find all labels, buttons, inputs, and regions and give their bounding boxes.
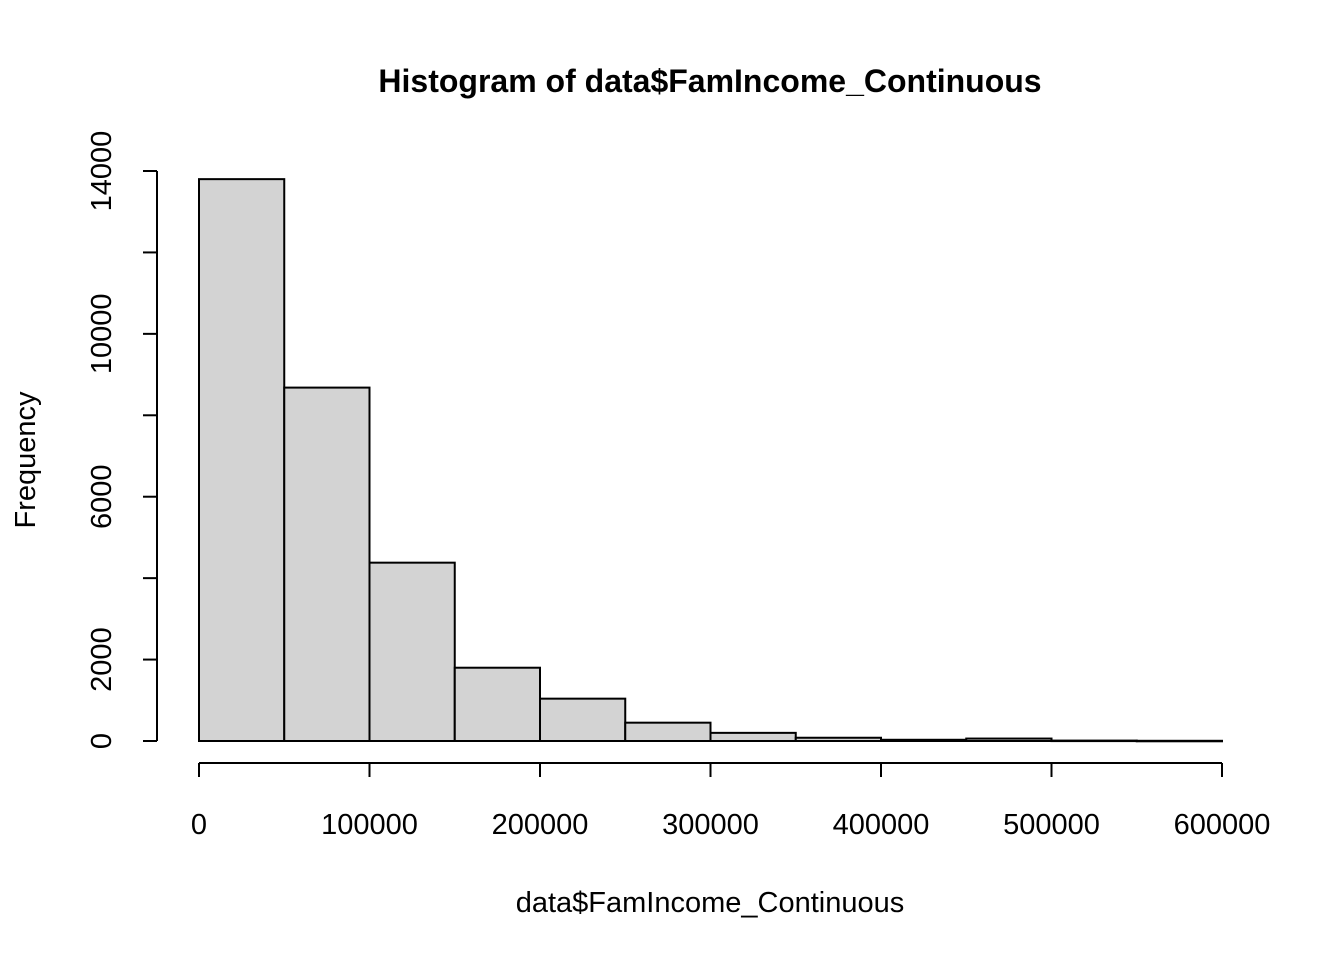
x-tick-label: 600000 <box>1174 809 1271 841</box>
y-tick-label: 10000 <box>86 294 118 375</box>
histogram-bar <box>965 737 1053 742</box>
histogram-bar <box>283 386 371 742</box>
chart-title: Histogram of data$FamIncome_Continuous <box>378 63 1041 99</box>
histogram-bar <box>453 666 541 743</box>
y-tick-label: 6000 <box>86 464 118 529</box>
x-tick-label: 200000 <box>492 809 589 841</box>
x-tick-label: 0 <box>191 809 207 841</box>
y-tick-label: 0 <box>86 733 118 749</box>
y-tick-label: 14000 <box>86 131 118 212</box>
y-tick-label: 2000 <box>86 627 118 692</box>
x-axis-label: data$FamIncome_Continuous <box>516 887 905 919</box>
histogram-bar <box>539 697 627 743</box>
y-axis-label: Frequency <box>10 391 42 529</box>
histogram-bar <box>794 736 882 743</box>
x-tick-label: 100000 <box>321 809 418 841</box>
bars-group <box>198 178 1223 743</box>
x-tick-label: 300000 <box>662 809 759 841</box>
histogram-bar <box>368 561 456 743</box>
histogram-bar <box>1135 739 1223 743</box>
histogram-bar <box>198 178 286 742</box>
histogram-bar <box>709 731 797 742</box>
histogram-bar <box>624 721 712 743</box>
x-tick-label: 400000 <box>833 809 930 841</box>
x-axis: 0 100000 200000 300000 400000 500000 600000 <box>191 762 1271 841</box>
histogram-bar <box>1050 739 1138 743</box>
y-axis: 0 2000 6000 10000 14000 <box>86 131 158 749</box>
x-tick-label: 500000 <box>1003 809 1100 841</box>
histogram-bar <box>880 738 968 742</box>
